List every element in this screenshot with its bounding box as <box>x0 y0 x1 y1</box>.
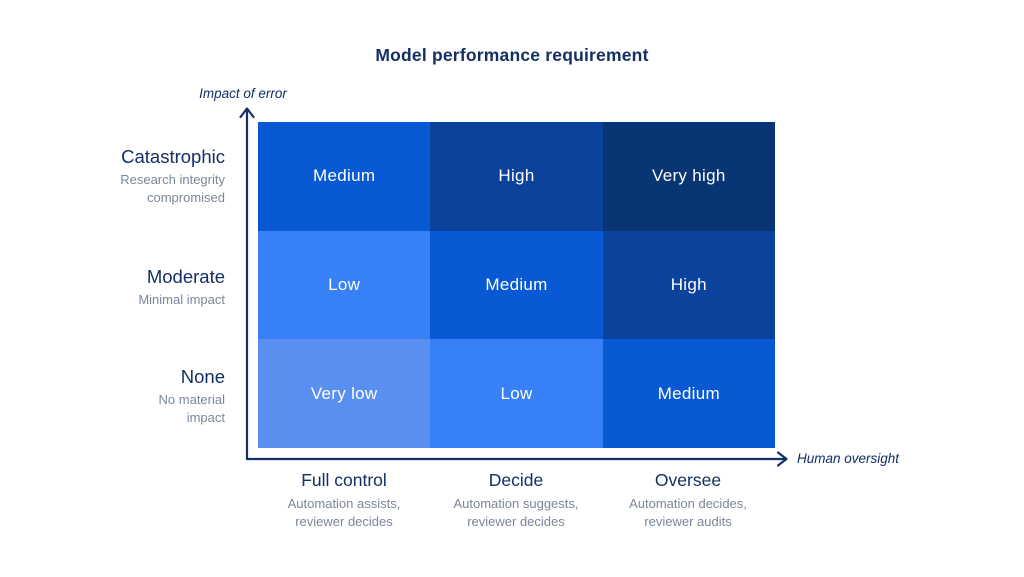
row-subtitle: Research integrity compromised <box>120 172 225 205</box>
x-axis-arrow-icon <box>776 451 788 467</box>
y-axis-arrow-icon <box>239 107 255 119</box>
row-label-none: None No material impact <box>35 366 225 426</box>
matrix-cell-moderate-oversee: High <box>602 230 775 340</box>
chart-title: Model performance requirement <box>375 45 649 65</box>
row-subtitle: Minimal impact <box>138 292 225 308</box>
heatmap-grid: Medium High Very high Low Medium High Ve… <box>258 122 775 448</box>
matrix-cell-moderate-fullcontrol: Low <box>258 230 431 340</box>
y-axis-label: Impact of error <box>199 86 287 101</box>
matrix-cell-catastrophic-oversee: Very high <box>602 122 775 231</box>
col-title: Decide <box>488 470 544 490</box>
matrix-cell-moderate-decide: Medium <box>430 230 603 340</box>
matrix-cell-none-fullcontrol: Very low <box>258 339 431 448</box>
matrix-cell-none-decide: Low <box>430 339 603 448</box>
x-axis-label: Human oversight <box>797 451 900 466</box>
row-label-catastrophic: Catastrophic Research integrity compromi… <box>35 146 225 206</box>
row-title: Catastrophic <box>121 146 225 167</box>
matrix-cell-catastrophic-decide: High <box>430 122 603 231</box>
col-subtitle: Automation assists, reviewer decides <box>287 496 401 529</box>
col-label-decide: Decide Automation suggests, reviewer dec… <box>416 470 616 530</box>
col-subtitle: Automation suggests, reviewer decides <box>453 496 579 529</box>
row-title: None <box>180 366 225 387</box>
row-title: Moderate <box>146 266 225 287</box>
col-title: Full control <box>301 470 387 490</box>
matrix-cell-catastrophic-fullcontrol: Medium <box>258 122 431 231</box>
col-label-oversee: Oversee Automation decides, reviewer aud… <box>588 470 788 530</box>
col-label-full-control: Full control Automation assists, reviewe… <box>244 470 444 530</box>
row-subtitle: No material impact <box>158 392 225 425</box>
col-subtitle: Automation decides, reviewer audits <box>629 496 747 529</box>
matrix-cell-none-oversee: Medium <box>602 339 775 448</box>
col-title: Oversee <box>654 470 722 490</box>
row-label-moderate: Moderate Minimal impact <box>35 266 225 309</box>
